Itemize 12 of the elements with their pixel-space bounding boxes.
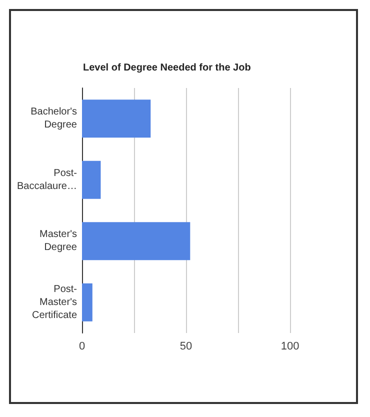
- chart-title: Level of Degree Needed for the Job: [83, 62, 251, 74]
- bar: [82, 100, 151, 138]
- bar: [82, 283, 92, 322]
- bar: [82, 222, 190, 260]
- y-tick-label: Post-Baccalaure…: [16, 168, 77, 192]
- x-tick-label: 0: [78, 340, 86, 352]
- y-tick-label: Master's Degree: [40, 229, 78, 254]
- x-tick-label: 50: [180, 340, 192, 352]
- bar: [82, 160, 101, 199]
- x-tick-label: 100: [280, 340, 300, 352]
- y-tick-label: Post-Master's Certificate: [32, 284, 78, 321]
- y-tick-label: Bachelor's Degree: [30, 106, 78, 131]
